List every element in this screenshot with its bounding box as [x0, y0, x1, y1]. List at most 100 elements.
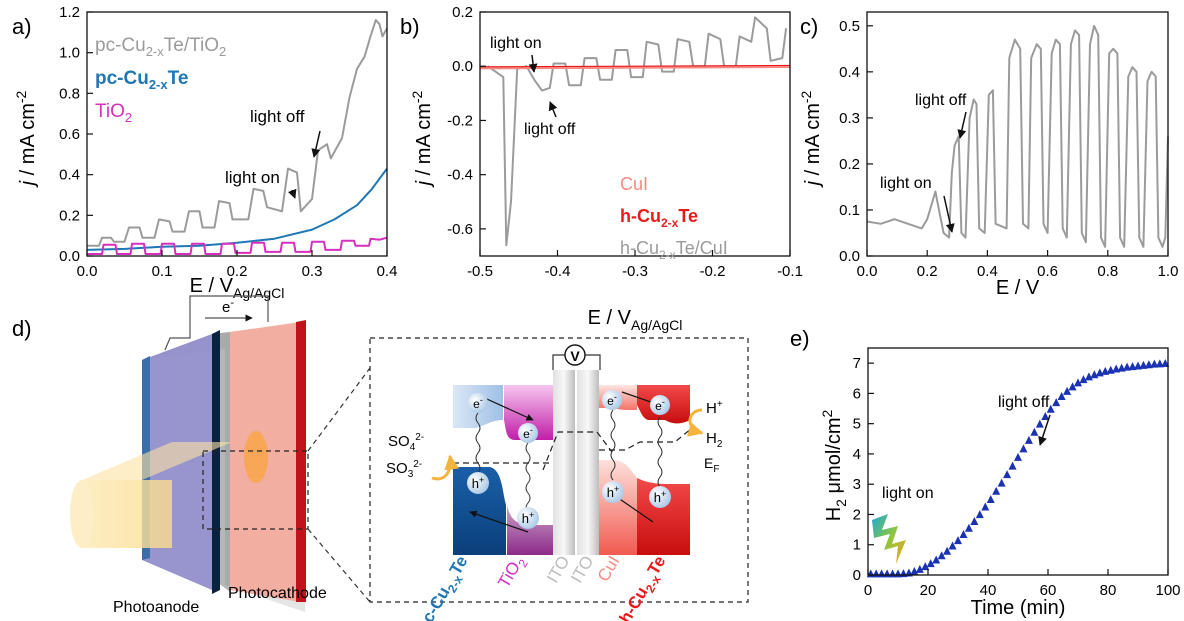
x-tick-label: 0.1 [152, 263, 173, 280]
series-line-2 [479, 66, 791, 70]
annotation-a-light-off: light off [250, 107, 305, 126]
x-tick-label: 0 [864, 582, 872, 599]
photoanode-edge [212, 330, 220, 594]
y-tick-label: 0.3 [839, 110, 860, 127]
series-line-0 [87, 19, 388, 247]
y-axis-label: j / mA cm-2 [798, 90, 824, 188]
x-tick-label: 0.2 [227, 263, 248, 280]
light-spot [244, 431, 268, 483]
chart-b: -0.5 -0.4 -0.3 -0.2 -0.1 0.2 0.0 -0.2 -0.4 -0.6 E … [409, 4, 803, 333]
lightning-icon [872, 514, 906, 564]
data-point [1150, 359, 1159, 368]
annotation-c-light-off: light off [915, 92, 967, 109]
data-point [1024, 435, 1033, 444]
y-tick-label: 5 [853, 416, 861, 433]
chart-a: 0.0 0.1 0.2 0.3 0.4 0.0 0.2 0.4 0.6 0.8 1.0 1.2 E / … [13, 4, 397, 301]
data-point [970, 517, 979, 526]
data-point [937, 551, 946, 560]
external-wire [164, 295, 269, 351]
y-tick-label: 0.8 [59, 85, 80, 102]
voltmeter-icon [564, 344, 586, 366]
circuit-left [552, 354, 565, 370]
arrow-b-light-off [548, 101, 558, 118]
x-tick-label: 80 [1100, 582, 1117, 599]
hole-ball-2 [517, 507, 539, 529]
fermi-bridge [542, 431, 613, 471]
plot-frame [866, 11, 1169, 257]
electron-ball-3-label: e- [607, 392, 617, 408]
fermi-right [599, 427, 693, 451]
photocathode-edge [296, 320, 306, 602]
annotation-b-light-off: light off [524, 121, 576, 138]
so4-label: SO42- [388, 432, 424, 453]
hole-ball-4-label: h+ [654, 489, 667, 505]
y-axis-label: H2 μmol/cm2 [819, 410, 849, 522]
hplus-label: H+ [706, 399, 723, 417]
annotation-e-light-off: light off [998, 394, 1050, 411]
hole-ball-1 [467, 472, 489, 494]
data-point [1112, 364, 1121, 373]
data-point [1008, 461, 1017, 470]
data-point [1117, 363, 1126, 372]
electron-ball-3 [602, 390, 622, 410]
wavy-3 [610, 409, 616, 481]
arrow-a-light-off [311, 130, 321, 158]
data-point [992, 486, 1001, 495]
x-tick-label: 20 [920, 582, 937, 599]
electron-ball-4-label: e- [655, 397, 665, 413]
data-point [997, 478, 1006, 487]
chart-c: 0.0 0.2 0.4 0.6 0.8 1.0 0.0 0.1 0.2 0.3 0.4 0.5 E / … [798, 11, 1178, 299]
x-axis-label: Time (min) [971, 597, 1066, 619]
data-point [1052, 398, 1061, 407]
oxidation-arrow [431, 454, 460, 481]
tio2-cb [504, 385, 553, 440]
x-tick-label: 0.0 [857, 263, 878, 280]
data-point [910, 566, 919, 575]
device-illustration: e- Photoanode Photocathode [70, 295, 371, 616]
circuit-right [585, 354, 601, 370]
y-tick-label: 0.2 [59, 207, 80, 224]
y-tick-label: 7 [853, 355, 861, 372]
data-point [1144, 360, 1153, 369]
y-tick-label: 6 [853, 385, 861, 402]
y-tick-label: 0.0 [839, 248, 860, 265]
x-tick-label: -0.3 [622, 263, 648, 280]
arrow-e-light-off [1038, 414, 1051, 446]
hole-ball-4 [649, 486, 671, 508]
data-point [964, 523, 973, 532]
y-tick-label: 0.2 [839, 156, 860, 173]
ito-right [577, 370, 599, 555]
panel-label-a: a) [12, 14, 32, 39]
x-tick-label: -0.2 [700, 263, 726, 280]
annotation-b-light-on: light on [490, 35, 542, 52]
panel-label-b: b) [400, 14, 420, 39]
y-tick-label: 0.0 [59, 248, 80, 265]
data-point [1014, 452, 1022, 461]
h2-label: H2 [706, 430, 723, 450]
electron-ball-2 [518, 423, 538, 443]
wavy-1 [475, 412, 481, 474]
beam-top [82, 442, 232, 480]
legend-a-tio2: TiO2 [95, 101, 132, 125]
so3-label: SO32- [386, 459, 422, 480]
x-axis-label: E / VAg/AgCl [190, 275, 285, 301]
data-point [1128, 362, 1137, 371]
data-point [954, 536, 962, 545]
arrow-a-light-on [287, 188, 297, 199]
x-tick-label: 0.4 [377, 263, 398, 280]
data-point [1063, 386, 1072, 395]
y-axis-label: j / mA cm-2 [409, 90, 435, 188]
layer-label: CuI [594, 553, 624, 585]
electron-ball-2-label: e- [523, 425, 533, 441]
voltmeter-label: V [570, 348, 580, 364]
x-axis-label: E / V [996, 277, 1040, 299]
data-point [1068, 382, 1077, 391]
zoom-region [202, 450, 309, 530]
zoom-line-bottom [307, 528, 371, 603]
arrow-c-light-off [957, 111, 967, 139]
electron-ball-4 [650, 395, 670, 415]
y-tick-label: 4 [853, 446, 861, 463]
y-tick-label: 0 [853, 567, 861, 584]
layer-label: ITO [567, 553, 597, 587]
